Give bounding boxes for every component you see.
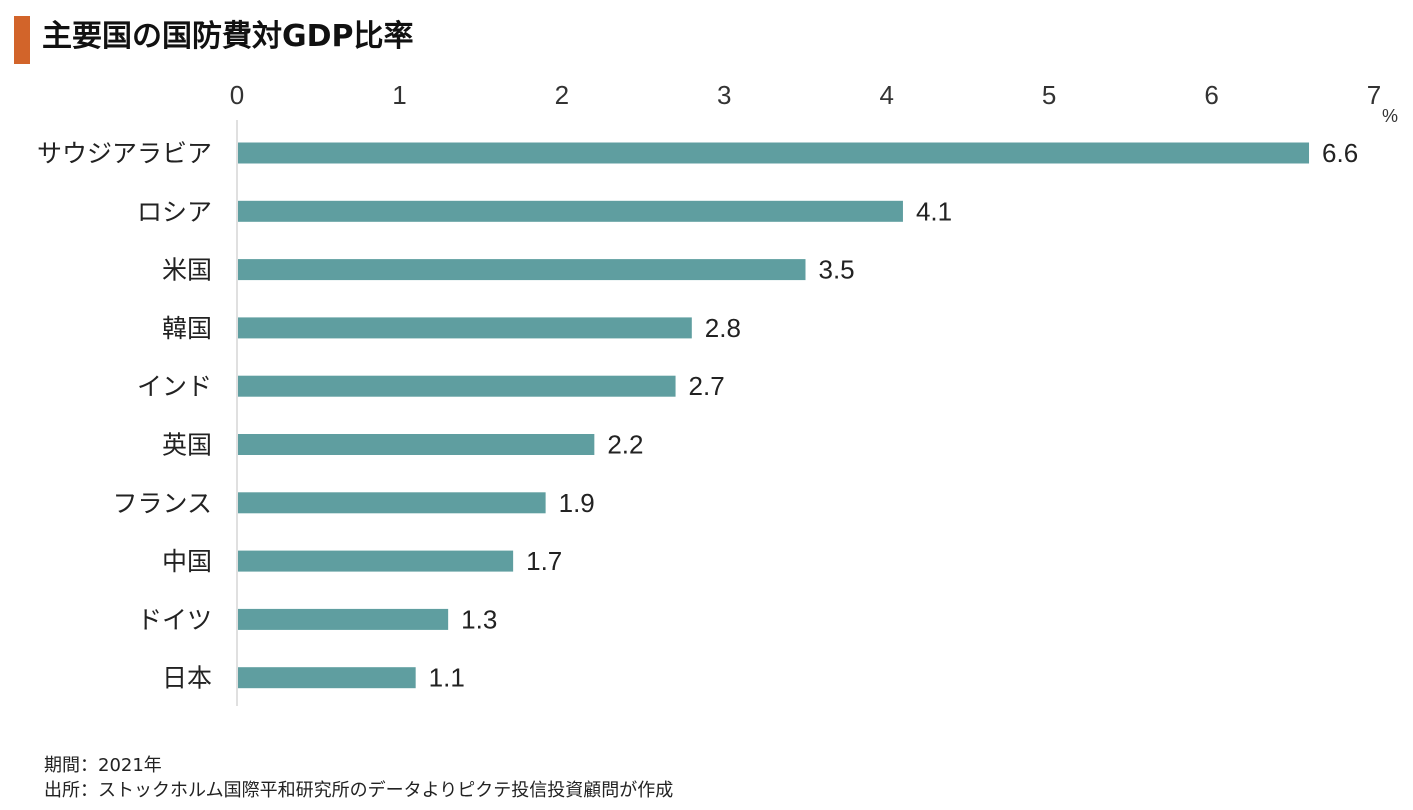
category-label: 韓国 bbox=[162, 314, 212, 343]
x-tick-label: 1 bbox=[392, 80, 406, 110]
x-tick-label: 7 bbox=[1367, 80, 1381, 110]
category-label: ドイツ bbox=[137, 605, 212, 634]
period-note: 期間：2021年 bbox=[44, 755, 162, 776]
x-tick-label: 5 bbox=[1042, 80, 1056, 110]
x-tick-label: 4 bbox=[879, 80, 893, 110]
value-label: 2.7 bbox=[689, 371, 725, 401]
bar-chart: 0 1 2 3 4 5 6 7% サウジアラビア 6.6 ロシア 4.1 米国 3.5 韓国 2.8 インド 2.… bbox=[37, 80, 1398, 706]
value-label: 1.3 bbox=[461, 604, 497, 634]
value-label: 2.8 bbox=[705, 313, 741, 343]
bar bbox=[238, 608, 449, 630]
x-unit-label: % bbox=[1382, 106, 1398, 126]
source-note: 出所：ストックホルム国際平和研究所のデータよりピクテ投信投資顧問が作成 bbox=[44, 780, 674, 801]
bar bbox=[238, 259, 806, 281]
bar bbox=[238, 434, 595, 455]
bar bbox=[238, 550, 514, 572]
category-label: 米国 bbox=[162, 256, 212, 285]
category-label: ロシア bbox=[137, 197, 212, 226]
value-label: 1.7 bbox=[526, 546, 562, 576]
category-label: 日本 bbox=[162, 664, 212, 693]
value-label: 4.1 bbox=[916, 196, 952, 226]
bar bbox=[238, 317, 692, 339]
title-accent-bar bbox=[14, 16, 30, 64]
value-label: 2.2 bbox=[607, 430, 643, 460]
category-label: フランス bbox=[112, 489, 212, 518]
value-label: 3.5 bbox=[819, 255, 855, 285]
value-label: 1.9 bbox=[559, 488, 595, 518]
category-label: インド bbox=[137, 372, 212, 401]
bar bbox=[238, 200, 903, 222]
value-label: 6.6 bbox=[1322, 138, 1358, 168]
bar bbox=[238, 375, 676, 397]
bar bbox=[238, 142, 1310, 164]
category-label: 英国 bbox=[162, 431, 212, 460]
category-label: サウジアラビア bbox=[37, 139, 212, 168]
value-label: 1.1 bbox=[429, 663, 465, 693]
category-label: 中国 bbox=[162, 547, 212, 576]
bar bbox=[238, 667, 416, 689]
chart-title: 主要国の国防費対GDP比率 bbox=[42, 19, 414, 54]
x-tick-label: 0 bbox=[230, 80, 244, 110]
x-tick-label: 3 bbox=[717, 80, 731, 110]
x-tick-label: 2 bbox=[555, 80, 569, 110]
x-tick-label: 6 bbox=[1204, 80, 1218, 110]
bar bbox=[238, 492, 546, 514]
